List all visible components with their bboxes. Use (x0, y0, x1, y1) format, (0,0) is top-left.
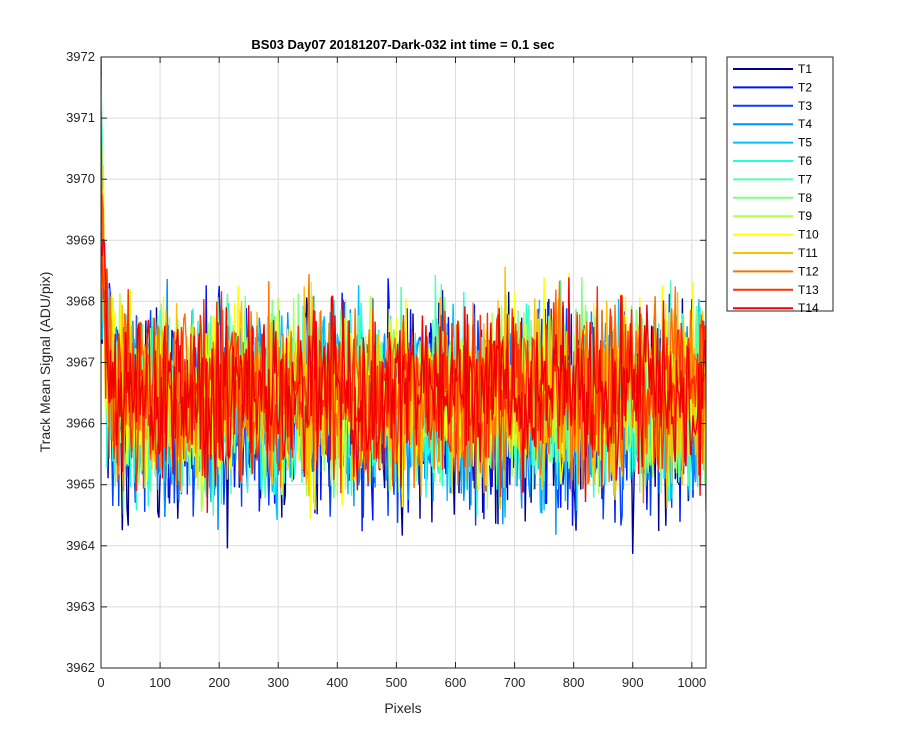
x-tick-label: 200 (208, 675, 230, 690)
x-tick-label: 100 (149, 675, 171, 690)
legend-label-t14: T14 (798, 301, 819, 315)
legend-label-t13: T13 (798, 283, 819, 297)
legend: T1 T2 T3 T4 T5 T6 T7 T8 T9 T10 T11 T12 T13 T14 (726, 56, 834, 315)
y-tick-label: 3969 (66, 232, 95, 247)
series-line-t14 (101, 239, 706, 513)
y-tick-label: 3964 (66, 538, 95, 553)
legend-label-t4: T4 (798, 117, 812, 131)
y-tick-label: 3966 (66, 416, 95, 431)
x-tick-label: 1000 (677, 675, 706, 690)
legend-label-t12: T12 (798, 264, 819, 278)
legend-label-t1: T1 (798, 62, 812, 76)
x-axis-label: Pixels (384, 700, 421, 716)
legend-box (726, 56, 834, 312)
chart-title: BS03 Day07 20181207-Dark-032 int time = … (251, 37, 554, 52)
y-tick-label: 3968 (66, 293, 95, 308)
y-tick-label: 3972 (66, 49, 95, 64)
y-tick-label: 3970 (66, 171, 95, 186)
axis-ticks: 0 100 200 300 400 500 600 700 800 900 1000 3962 3963… (66, 49, 706, 690)
legend-label-t10: T10 (798, 228, 819, 242)
x-tick-label: 600 (445, 675, 467, 690)
legend-label-t11: T11 (798, 246, 818, 260)
x-tick-label: 900 (622, 675, 644, 690)
y-tick-label: 3965 (66, 477, 95, 492)
legend-label-t2: T2 (798, 80, 812, 94)
y-tick-label: 3962 (66, 660, 95, 675)
legend-label-t9: T9 (798, 209, 812, 223)
legend-label-t5: T5 (798, 136, 812, 150)
x-tick-label: 300 (267, 675, 289, 690)
y-axis-label: Track Mean Signal (ADU/pix) (37, 272, 53, 453)
x-tick-label: 400 (326, 675, 348, 690)
y-tick-label: 3971 (66, 110, 95, 125)
x-tick-label: 700 (504, 675, 526, 690)
legend-label-t8: T8 (798, 191, 812, 205)
y-tick-label: 3967 (66, 355, 95, 370)
legend-label-t6: T6 (798, 154, 812, 168)
legend-label-t7: T7 (798, 172, 812, 186)
x-tick-label: 0 (97, 675, 104, 690)
x-tick-label: 500 (386, 675, 408, 690)
x-tick-label: 800 (563, 675, 585, 690)
legend-label-t3: T3 (798, 99, 812, 113)
y-tick-label: 3963 (66, 599, 95, 614)
series-lines (101, 57, 706, 554)
